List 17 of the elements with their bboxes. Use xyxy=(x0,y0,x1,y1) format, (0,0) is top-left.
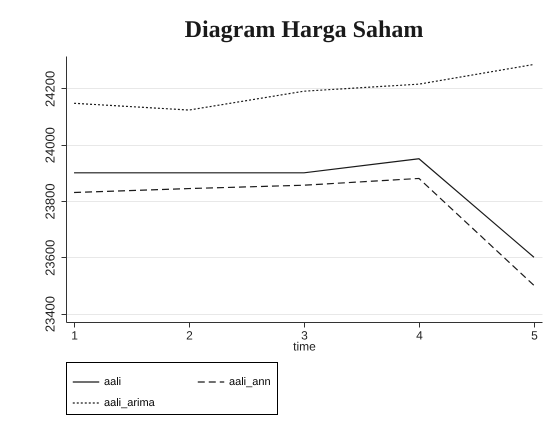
y-tick-label: 24000 xyxy=(42,127,58,164)
line-series xyxy=(73,64,535,111)
y-tick-label: 23400 xyxy=(42,296,58,332)
y-tick-label: 24200 xyxy=(42,70,58,107)
y-tick-label: 23800 xyxy=(42,183,58,220)
legend-label: aali_ann xyxy=(229,376,271,388)
x-tick-label: 5 xyxy=(531,328,538,342)
x-tick-label: 4 xyxy=(416,328,424,342)
x-tick-label: 1 xyxy=(71,328,78,342)
chart-title: Diagram Harga Saham xyxy=(184,17,424,43)
x-axis-title: time xyxy=(293,340,316,354)
legend-label: aali xyxy=(104,376,122,388)
y-tick-label: 23600 xyxy=(42,240,58,276)
x-tick-label: 2 xyxy=(186,328,194,342)
line-series xyxy=(73,178,535,286)
legend-label: aali_arima xyxy=(104,397,156,409)
x-tick-label: 3 xyxy=(301,328,308,342)
